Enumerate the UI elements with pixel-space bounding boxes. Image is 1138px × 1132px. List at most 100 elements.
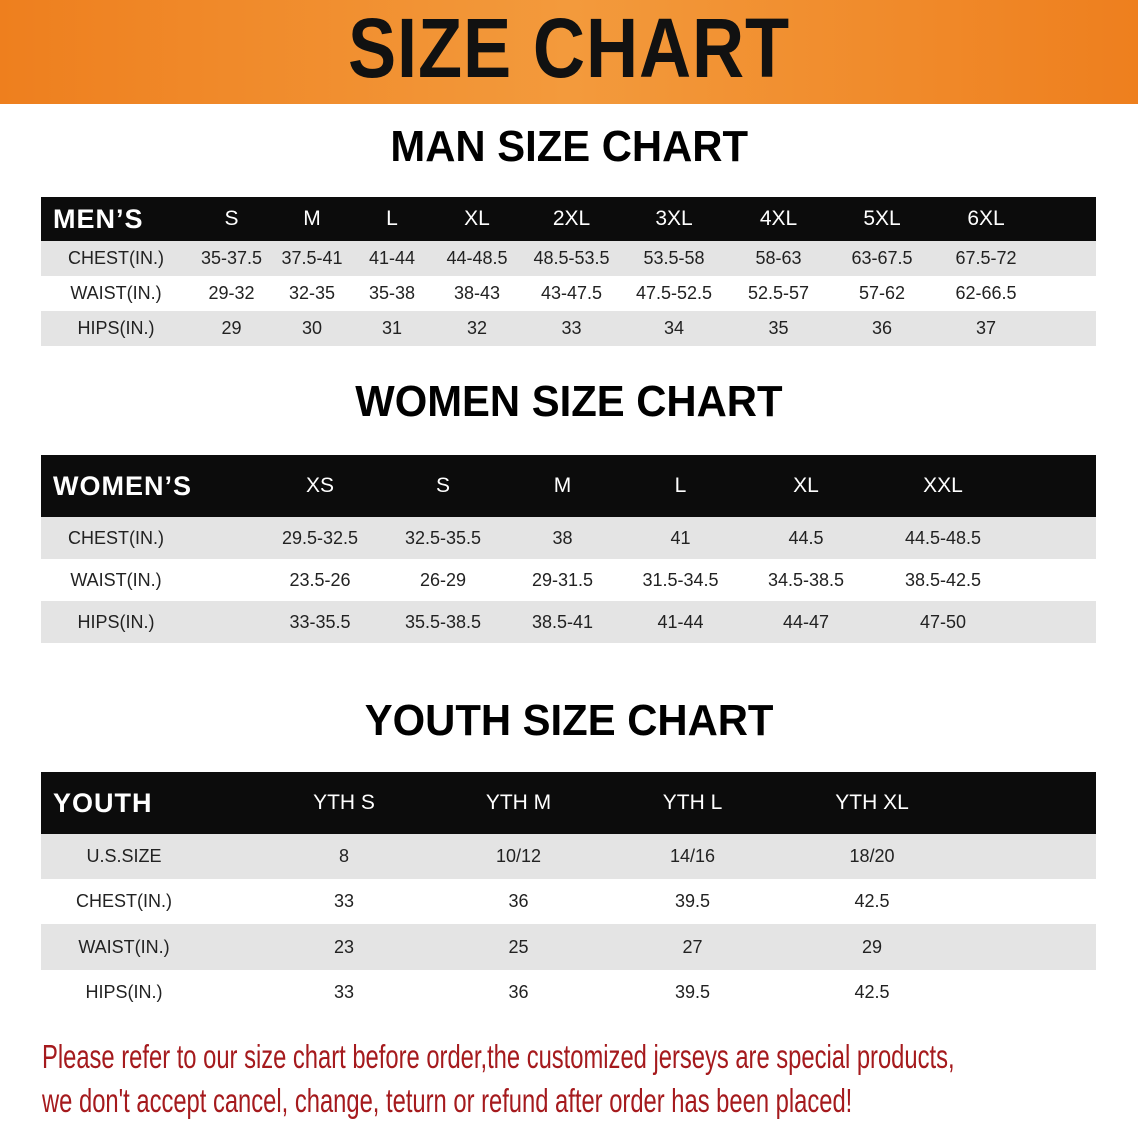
table-cell: 38-43 xyxy=(453,283,501,303)
table-cell: 63-67.5 xyxy=(851,248,913,268)
table-header-row: YOUTH YTH S YTH M YTH L YTH XL xyxy=(41,772,1096,834)
table-row: U.S.SIZE 8 10/12 14/16 18/20 xyxy=(41,834,1096,879)
table-cell: 41-44 xyxy=(368,248,416,268)
table-cell: 48.5-53.5 xyxy=(533,248,610,268)
size-chart-banner: SIZE CHART xyxy=(0,0,1138,104)
table-cell: 36 xyxy=(508,891,529,911)
table-cell: 10/12 xyxy=(495,846,542,866)
row-label: U.S.SIZE xyxy=(86,846,162,866)
table-cell: 42.5 xyxy=(854,982,890,1002)
table-cell: 44-48.5 xyxy=(446,248,508,268)
table-cell: 29 xyxy=(861,936,883,957)
notice-line-1: Please refer to our size chart before or… xyxy=(42,1038,955,1075)
table-row: CHEST(IN.) 33 36 39.5 42.5 xyxy=(41,879,1096,924)
table-cell: 30 xyxy=(301,318,323,338)
table-cell: 23 xyxy=(333,936,355,957)
header-label: MEN’S xyxy=(53,203,144,234)
size-column-header: XXL xyxy=(923,474,963,497)
size-column-header: 2XL xyxy=(552,207,591,230)
table-cell: 41 xyxy=(670,527,691,548)
size-column-header: XL xyxy=(793,474,819,497)
table-cell: 44.5-48.5 xyxy=(904,527,982,548)
table-cell: 53.5-58 xyxy=(643,248,705,268)
table-row: CHEST(IN.) 29.5-32.5 32.5-35.5 38 41 44.5 44.5… xyxy=(41,517,1096,559)
size-column-header: S xyxy=(435,474,450,497)
table-cell: 38 xyxy=(552,527,573,548)
table-row: HIPS(IN.) 29 30 31 32 33 34 35 36 37 xyxy=(41,311,1096,346)
table-row: HIPS(IN.) 33-35.5 35.5-38.5 38.5-41 41-44 44-… xyxy=(41,601,1096,643)
size-column-header: S xyxy=(224,207,239,230)
table-cell: 26-29 xyxy=(419,569,467,590)
banner-title: SIZE CHART xyxy=(347,0,791,95)
table-cell: 33 xyxy=(561,318,582,338)
table-row: HIPS(IN.) 33 36 39.5 42.5 xyxy=(41,970,1096,1015)
table-cell: 18/20 xyxy=(849,846,895,866)
row-label: WAIST(IN.) xyxy=(78,936,170,957)
table-cell: 37.5-41 xyxy=(281,248,343,268)
size-column-header: L xyxy=(674,474,687,497)
table-row: WAIST(IN.) 23 25 27 29 xyxy=(41,924,1096,970)
table-cell: 41-44 xyxy=(657,611,704,632)
row-label: CHEST(IN.) xyxy=(68,527,164,548)
table-cell: 38.5-42.5 xyxy=(904,569,982,590)
table-cell: 25 xyxy=(508,936,529,957)
size-column-header: XL xyxy=(464,207,490,230)
row-label: WAIST(IN.) xyxy=(70,283,162,303)
table-cell: 44-47 xyxy=(782,611,830,632)
size-column-header: YTH S xyxy=(313,791,375,814)
table-cell: 34.5-38.5 xyxy=(767,569,845,590)
table-cell: 35.5-38.5 xyxy=(404,611,482,632)
header-label: WOMEN’S xyxy=(53,470,192,501)
table-cell: 44.5 xyxy=(788,527,824,548)
men-section-title: MAN SIZE CHART xyxy=(390,122,748,171)
table-cell: 58-63 xyxy=(755,248,802,268)
table-cell: 42.5 xyxy=(854,891,890,911)
row-label: HIPS(IN.) xyxy=(85,982,163,1002)
size-column-header: YTH XL xyxy=(835,791,909,814)
table-cell: 47-50 xyxy=(919,611,967,632)
size-column-header: L xyxy=(386,207,398,230)
table-cell: 33 xyxy=(333,982,355,1002)
table-row: CHEST(IN.) 35-37.5 37.5-41 41-44 44-48.5 48.5… xyxy=(41,241,1096,276)
size-column-header: YTH M xyxy=(485,791,552,814)
row-label: WAIST(IN.) xyxy=(70,569,162,590)
table-cell: 57-62 xyxy=(858,283,906,303)
table-cell: 39.5 xyxy=(674,891,711,911)
size-column-header: 3XL xyxy=(655,207,693,230)
size-column-header: M xyxy=(553,474,572,497)
table-cell: 67.5-72 xyxy=(955,248,1017,268)
table-cell: 33 xyxy=(333,891,355,911)
table-cell: 38.5-41 xyxy=(531,611,594,632)
table-cell: 29-32 xyxy=(208,283,255,303)
table-cell: 32.5-35.5 xyxy=(404,527,482,548)
table-cell: 35 xyxy=(768,318,789,338)
table-cell: 29-31.5 xyxy=(531,569,594,590)
size-column-header: 6XL xyxy=(967,207,1005,230)
table-cell: 29.5-32.5 xyxy=(281,527,359,548)
table-row: WAIST(IN.) 29-32 32-35 35-38 38-43 43-47.5 47.… xyxy=(41,276,1096,311)
table-cell: 23.5-26 xyxy=(289,569,351,590)
size-column-header: 5XL xyxy=(863,207,901,230)
table-cell: 32 xyxy=(466,318,488,338)
table-cell: 14/16 xyxy=(669,846,716,866)
size-column-header: M xyxy=(303,207,321,230)
table-cell: 43-47.5 xyxy=(540,283,603,303)
table-cell: 52.5-57 xyxy=(747,283,810,303)
size-column-header: 4XL xyxy=(759,207,798,230)
youth-size-table: YOUTH YTH S YTH M YTH L YTH XL U.S.SIZE 8 10/12… xyxy=(41,772,1096,1015)
youth-section-title: YOUTH SIZE CHART xyxy=(364,696,774,745)
table-header-row: MEN’S S M L XL 2XL 3XL 4XL 5XL 6XL xyxy=(41,197,1096,241)
table-cell: 33-35.5 xyxy=(289,611,351,632)
table-cell: 39.5 xyxy=(674,982,711,1002)
table-cell: 31 xyxy=(381,318,403,338)
table-row: WAIST(IN.) 23.5-26 26-29 29-31.5 31.5-34.5 34… xyxy=(41,559,1096,601)
table-cell: 27 xyxy=(682,936,703,957)
table-cell: 36 xyxy=(508,982,529,1002)
table-cell: 29 xyxy=(221,318,242,338)
row-label: HIPS(IN.) xyxy=(77,611,155,632)
notice-line-2: we don't accept cancel, change, teturn o… xyxy=(42,1082,853,1119)
table-cell: 35-38 xyxy=(368,283,416,303)
header-label: YOUTH xyxy=(53,787,153,818)
women-section-title: WOMEN SIZE CHART xyxy=(355,377,783,426)
size-column-header: YTH L xyxy=(662,791,723,814)
